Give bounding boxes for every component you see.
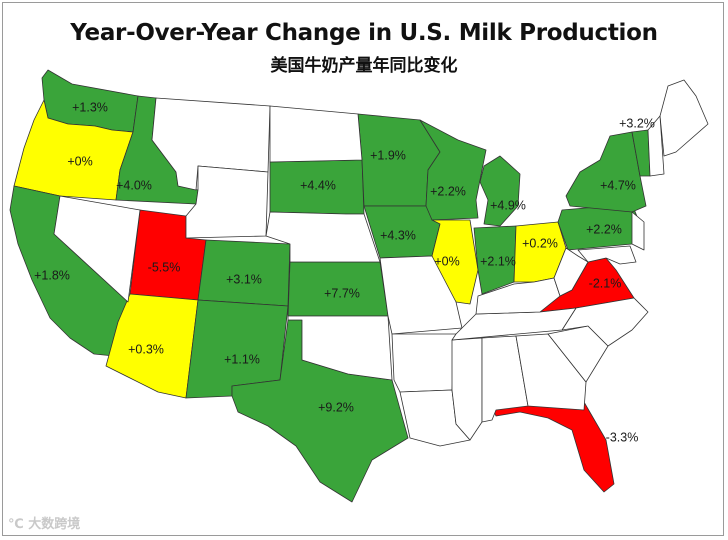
state-in	[473, 225, 517, 295]
state-wi	[419, 119, 487, 221]
state-nv	[53, 195, 141, 303]
state-nj	[631, 211, 645, 251]
state-ne	[265, 211, 381, 263]
state-label-id: +4.0%	[116, 178, 152, 192]
map-title: Year-Over-Year Change in U.S. Milk Produ…	[70, 20, 658, 46]
state-label-ut: -5.5%	[148, 260, 181, 274]
state-label-va: -2.1%	[589, 276, 622, 290]
state-ar	[391, 333, 457, 393]
state-label-wa: +1.3%	[72, 100, 108, 114]
state-label-ia: +4.3%	[380, 228, 416, 242]
state-ms	[451, 337, 483, 441]
state-label-vt: +3.2%	[619, 116, 655, 130]
state-label-nm: +1.1%	[224, 352, 260, 366]
state-label-pa: +2.2%	[586, 222, 622, 236]
state-nh	[647, 115, 665, 177]
state-label-ca: +1.8%	[34, 268, 70, 282]
state-mi	[479, 155, 521, 227]
state-label-co: +3.1%	[226, 272, 262, 286]
state-label-ks: +7.7%	[324, 286, 360, 300]
state-label-oh: +0.2%	[522, 236, 558, 250]
state-label-ny: +4.7%	[600, 178, 636, 192]
watermark: ℃ 大数跨境	[8, 517, 81, 532]
state-label-or: +0%	[67, 154, 92, 168]
state-label-tx: +9.2%	[318, 400, 354, 414]
state-ga	[515, 333, 587, 411]
state-label-sd: +4.4%	[300, 178, 336, 192]
state-fl	[491, 401, 615, 493]
state-md	[577, 245, 637, 265]
state-wy	[185, 165, 269, 239]
state-tn	[451, 307, 577, 341]
map-subtitle: 美国牛奶产量年同比变化	[270, 56, 458, 76]
state-label-mi: +4.9%	[490, 198, 526, 212]
state-nd	[269, 105, 363, 163]
state-ok	[287, 305, 393, 381]
state-label-wi: +2.2%	[430, 184, 466, 198]
state-label-il: +0%	[434, 254, 459, 268]
state-mt	[151, 97, 271, 191]
state-label-fl: -3.3%	[606, 430, 639, 444]
state-label-mn: +1.9%	[370, 148, 406, 162]
state-nc	[561, 297, 649, 347]
state-label-az: +0.3%	[128, 342, 164, 356]
state-label-in: +2.1%	[480, 254, 516, 268]
state-me	[659, 79, 709, 157]
